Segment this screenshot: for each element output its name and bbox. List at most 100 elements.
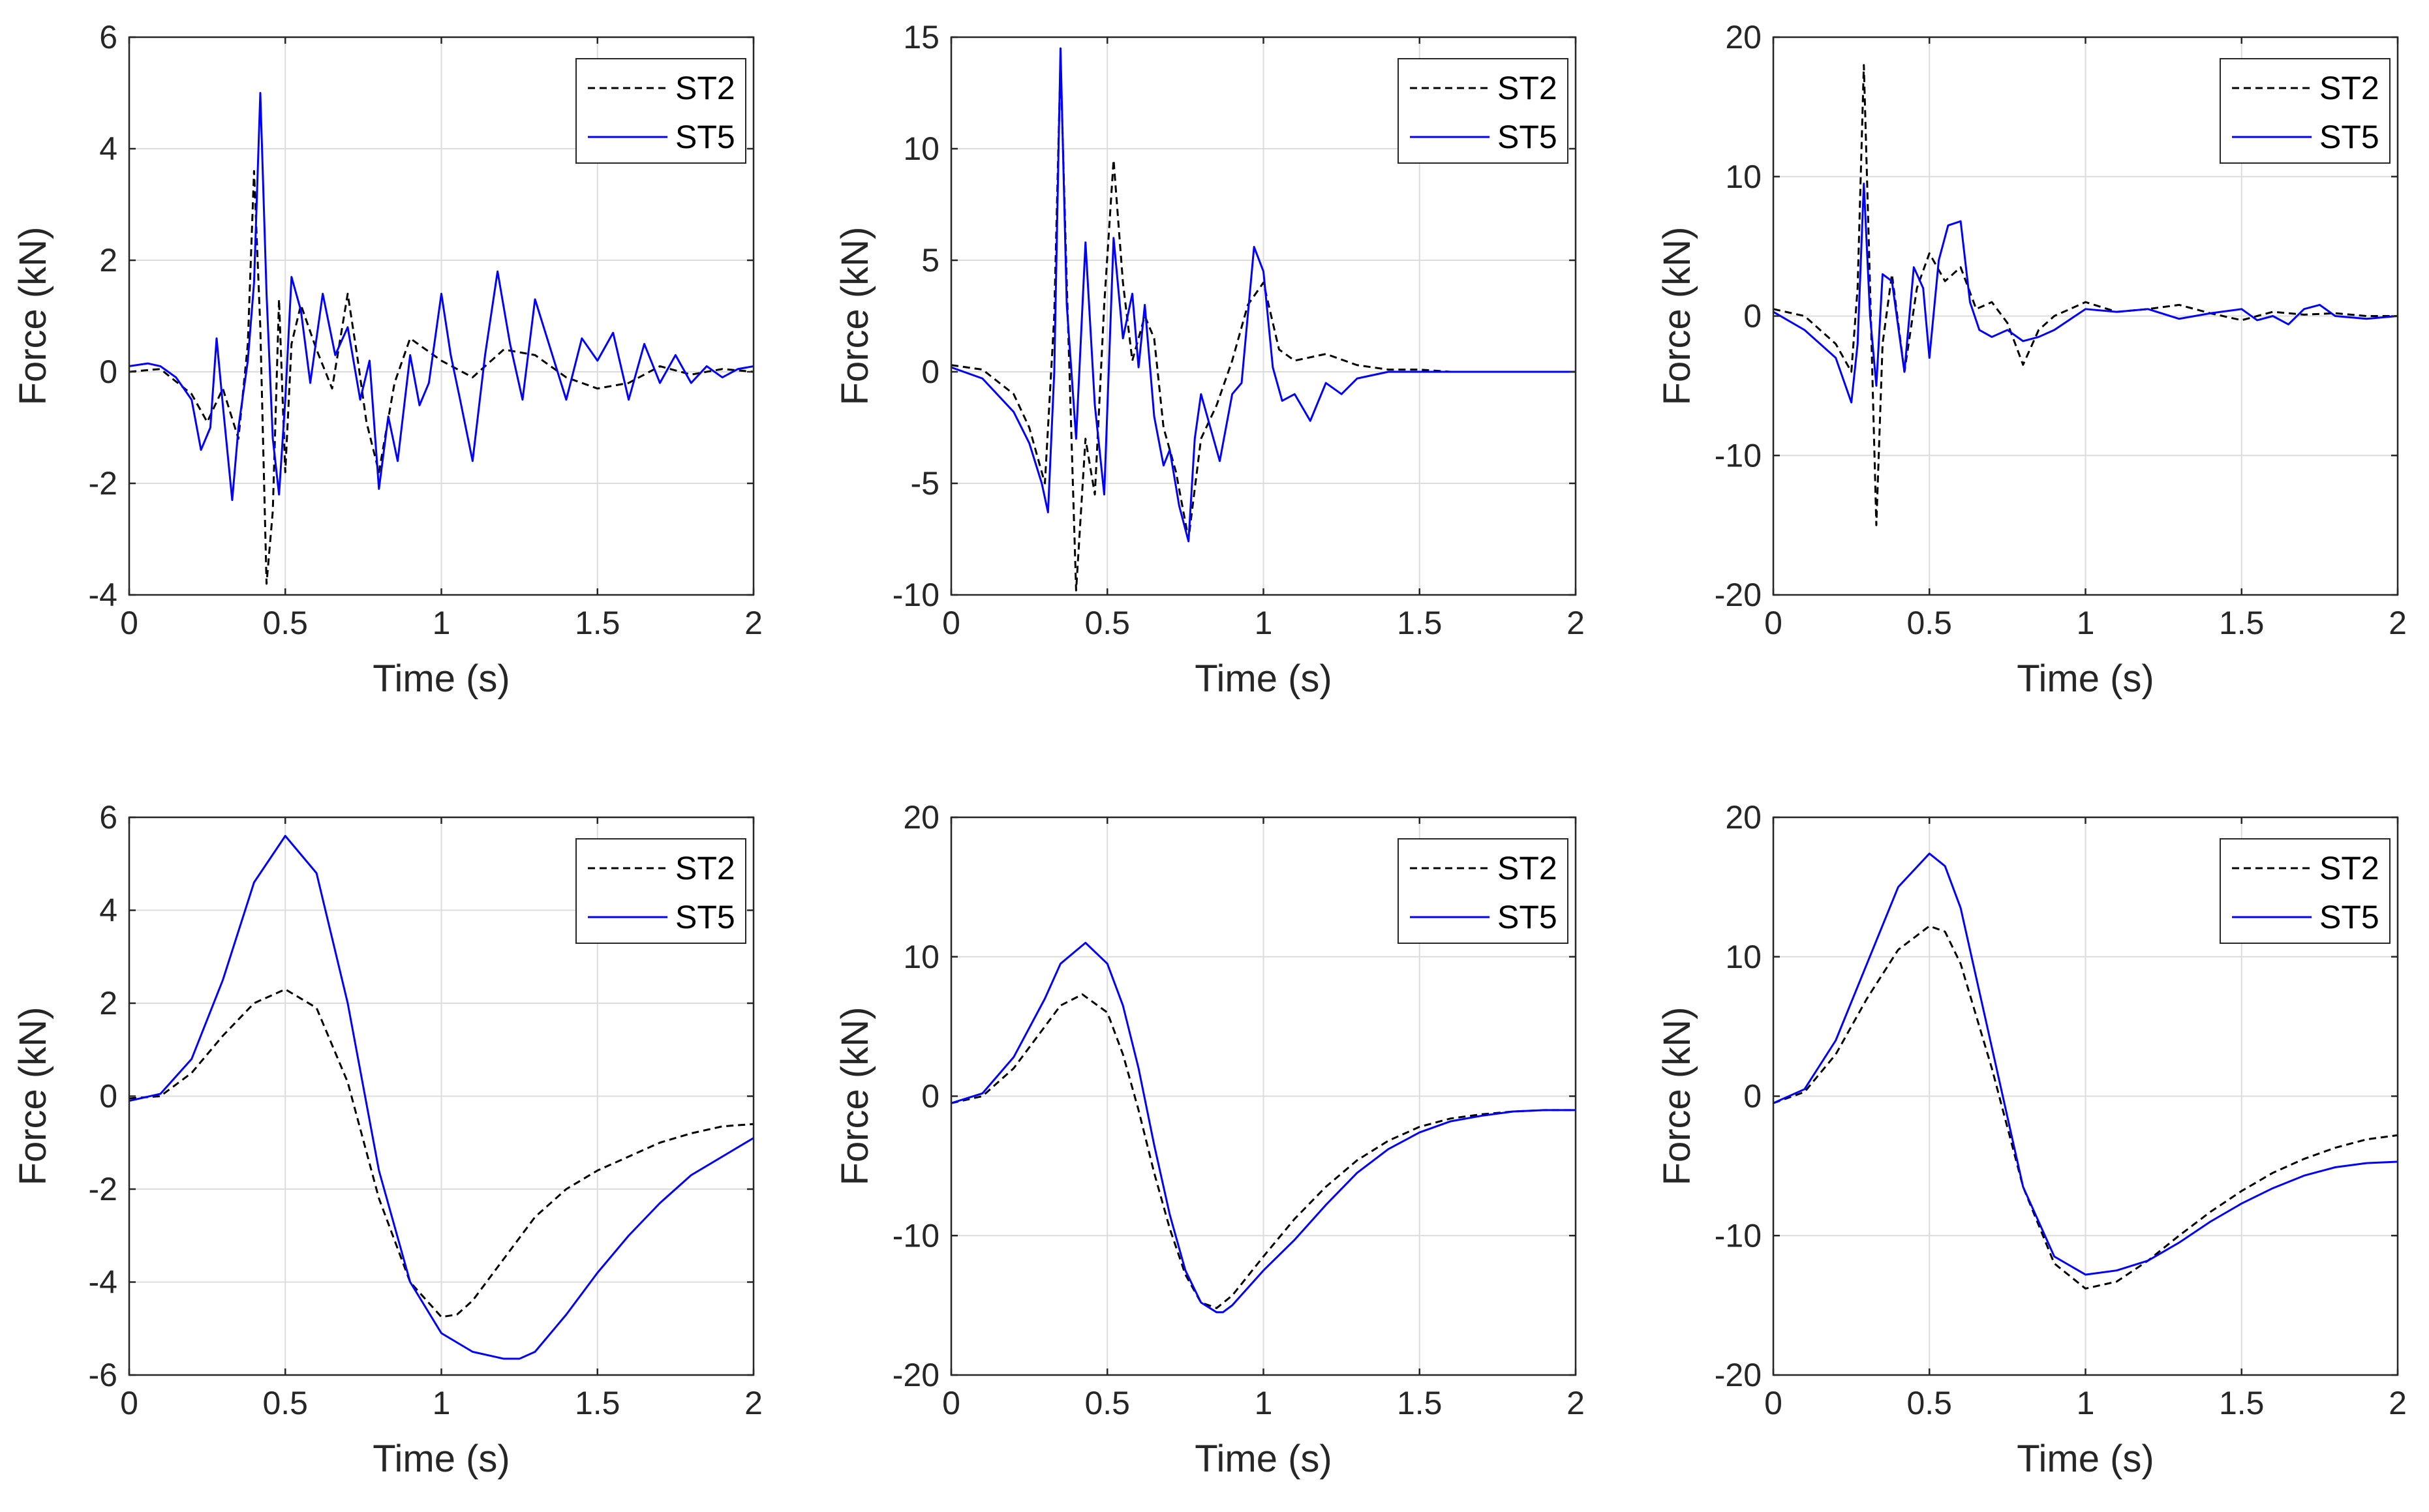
x-tick-label: 1.5 — [575, 1385, 620, 1421]
y-tick-label: 10 — [903, 939, 940, 975]
y-tick-label: 0 — [99, 1078, 117, 1115]
series-line-st2 — [951, 993, 1576, 1309]
x-tick-label: 2 — [2389, 605, 2407, 641]
y-tick-label: -5 — [911, 465, 940, 502]
x-tick-label: 1.5 — [2219, 1385, 2265, 1421]
x-tick-label: 2 — [1566, 605, 1585, 641]
y-axis-label: Force (kN) — [12, 227, 54, 406]
legend-box — [1398, 838, 1568, 944]
y-tick-label: 6 — [99, 19, 117, 55]
y-tick-label: -20 — [1715, 1357, 1762, 1393]
y-tick-label: 4 — [99, 130, 117, 167]
legend-box — [575, 838, 746, 944]
y-axis-label: Force (kN) — [1656, 227, 1698, 406]
chart-panel-top-middle: 0 0.5 1 1.5 2 -10 -5 0 5 10 15 Time (s) Force (kN) ST… — [834, 19, 1585, 700]
legend-box — [575, 58, 746, 164]
y-tick-label: 2 — [99, 985, 117, 1021]
y-tick-label: -10 — [1715, 437, 1762, 474]
x-axis-label: Time (s) — [1195, 1438, 1332, 1480]
legend-label-st2: ST2 — [1497, 70, 1557, 106]
x-tick-label: 0.5 — [1084, 1385, 1130, 1421]
x-tick-label: 1.5 — [2219, 605, 2265, 641]
legend-label-st2: ST2 — [1497, 850, 1557, 886]
series-line-st5 — [129, 92, 754, 502]
y-tick-label: -6 — [89, 1357, 117, 1393]
y-axis-label: Force (kN) — [834, 227, 876, 406]
y-tick-label: -10 — [1715, 1217, 1762, 1254]
series-line-st5 — [129, 835, 754, 1360]
x-tick-label: 1 — [2077, 1385, 2095, 1421]
x-tick-label: 0 — [1764, 1385, 1782, 1421]
legend-label-st2: ST2 — [2319, 70, 2379, 106]
legend-label-st5: ST5 — [675, 119, 735, 155]
x-tick-label: 0.5 — [262, 605, 308, 641]
x-tick-label: 0 — [942, 1385, 960, 1421]
x-tick-label: 0.5 — [1084, 605, 1130, 641]
chart-panel-top-right: 0 0.5 1 1.5 2 -20 -10 0 10 20 Time (s) Force (kN) ST… — [1656, 19, 2407, 700]
series-line-st5 — [951, 47, 1576, 543]
series-line-st2 — [1773, 64, 2398, 526]
x-tick-label: 1 — [2077, 605, 2095, 641]
x-tick-label: 0 — [1764, 605, 1782, 641]
legend-box — [2220, 58, 2391, 164]
series-line-st5 — [1773, 853, 2398, 1276]
y-tick-label: 0 — [1743, 298, 1762, 335]
series-line-st5 — [1773, 182, 2398, 404]
y-tick-label: 20 — [1725, 19, 1762, 55]
x-tick-label: 1 — [433, 1385, 451, 1421]
y-tick-label: -10 — [893, 1217, 940, 1254]
x-axis-label: Time (s) — [1195, 658, 1332, 700]
x-tick-label: 0 — [120, 605, 138, 641]
y-tick-label: 2 — [99, 242, 117, 279]
legend-box — [2220, 838, 2391, 944]
legend-label-st5: ST5 — [2319, 899, 2379, 935]
chart-panel-bottom-right: 0 0.5 1 1.5 2 -20 -10 0 10 20 Time (s) Force (kN) ST… — [1656, 799, 2407, 1480]
x-tick-label: 1.5 — [1397, 605, 1443, 641]
x-tick-label: 0.5 — [1906, 1385, 1952, 1421]
legend-label-st5: ST5 — [1497, 899, 1557, 935]
y-tick-label: -20 — [1715, 577, 1762, 613]
chart-panel-bottom-middle: 0 0.5 1 1.5 2 -20 -10 0 10 20 Time (s) Force (kN) ST… — [834, 799, 1585, 1480]
legend-label-st2: ST2 — [2319, 850, 2379, 886]
y-tick-label: 15 — [903, 19, 940, 55]
x-tick-label: 1.5 — [575, 605, 620, 641]
y-tick-label: 4 — [99, 892, 117, 929]
x-tick-label: 0.5 — [1906, 605, 1952, 641]
x-axis-label: Time (s) — [373, 1438, 510, 1480]
y-tick-label: 20 — [903, 799, 940, 836]
legend-label-st5: ST5 — [675, 899, 735, 935]
y-axis-label: Force (kN) — [1656, 1007, 1698, 1186]
y-tick-label: -4 — [89, 577, 117, 613]
x-axis-label: Time (s) — [2017, 1438, 2154, 1480]
y-tick-label: 10 — [1725, 939, 1762, 975]
x-tick-label: 2 — [1566, 1385, 1585, 1421]
x-tick-label: 0 — [942, 605, 960, 641]
y-tick-label: -2 — [89, 1171, 117, 1207]
legend-box — [1398, 58, 1568, 164]
y-axis-label: Force (kN) — [12, 1007, 54, 1186]
y-tick-label: 6 — [99, 799, 117, 836]
x-tick-label: 2 — [744, 605, 763, 641]
legend-label-st2: ST2 — [675, 850, 735, 886]
y-tick-label: -10 — [893, 577, 940, 613]
y-axis-label: Force (kN) — [834, 1007, 876, 1186]
x-tick-label: 1 — [1255, 605, 1273, 641]
y-tick-label: 0 — [921, 1078, 940, 1115]
x-tick-label: 2 — [2389, 1385, 2407, 1421]
y-tick-label: 0 — [99, 354, 117, 390]
x-tick-label: 1 — [433, 605, 451, 641]
x-axis-label: Time (s) — [373, 658, 510, 700]
legend-label-st5: ST5 — [1497, 119, 1557, 155]
y-tick-label: 20 — [1725, 799, 1762, 836]
legend-label-st2: ST2 — [675, 70, 735, 106]
y-tick-label: -2 — [89, 465, 117, 502]
x-tick-label: 0.5 — [262, 1385, 308, 1421]
